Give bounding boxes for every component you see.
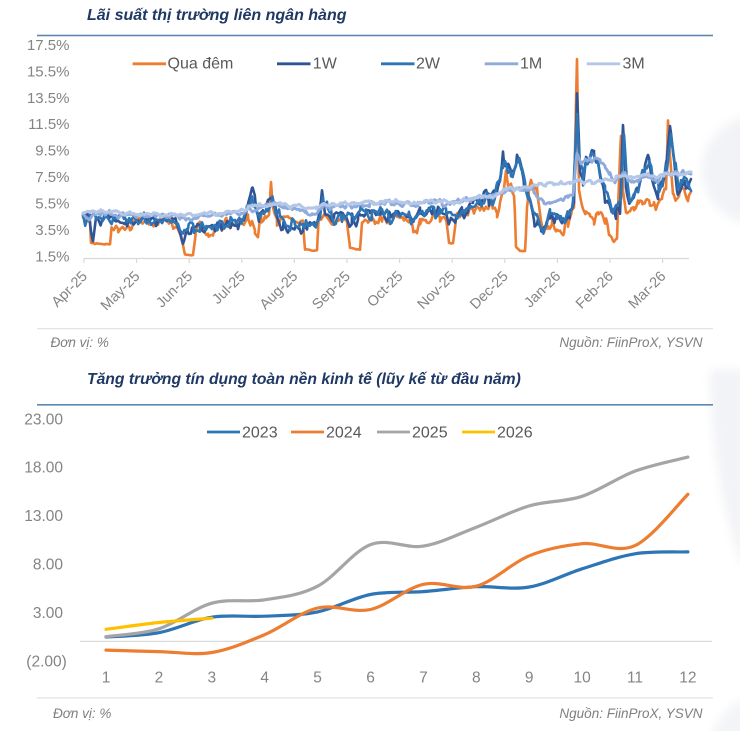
svg-text:1.5%: 1.5% — [35, 249, 69, 266]
svg-text:Lãi suất thị trường liên ngân: Lãi suất thị trường liên ngân hàng — [87, 7, 347, 24]
svg-text:15.5%: 15.5% — [27, 63, 70, 80]
svg-text:6: 6 — [366, 670, 375, 687]
svg-text:17.5%: 17.5% — [27, 37, 70, 54]
svg-text:2: 2 — [155, 670, 164, 687]
svg-text:2W: 2W — [416, 56, 441, 73]
svg-text:Nguồn: FiinProX, YSVN: Nguồn: FiinProX, YSVN — [559, 706, 702, 721]
svg-text:10: 10 — [573, 670, 591, 687]
svg-text:Nguồn: FiinProX, YSVN: Nguồn: FiinProX, YSVN — [559, 335, 702, 350]
svg-text:2025: 2025 — [412, 425, 448, 442]
svg-text:3: 3 — [207, 670, 216, 687]
svg-text:9: 9 — [525, 670, 534, 687]
svg-text:2024: 2024 — [326, 425, 362, 442]
svg-text:7: 7 — [419, 670, 428, 687]
svg-text:13.5%: 13.5% — [27, 90, 70, 107]
svg-text:9.5%: 9.5% — [35, 143, 69, 160]
svg-text:2023: 2023 — [242, 425, 278, 442]
svg-text:Tăng trưởng tín dụng toàn nền: Tăng trưởng tín dụng toàn nền kinh tế (l… — [87, 371, 521, 388]
svg-text:11.5%: 11.5% — [28, 116, 69, 133]
svg-text:7.5%: 7.5% — [35, 169, 69, 186]
svg-text:11: 11 — [627, 670, 643, 687]
svg-text:1M: 1M — [520, 56, 542, 73]
svg-text:8: 8 — [472, 670, 481, 687]
svg-text:18.00: 18.00 — [24, 460, 63, 477]
svg-text:Đơn vị: %: Đơn vị: % — [51, 335, 109, 350]
svg-text:12: 12 — [679, 670, 696, 687]
svg-text:5.5%: 5.5% — [35, 196, 69, 213]
svg-text:Đơn vị: %: Đơn vị: % — [53, 706, 111, 721]
svg-text:1W: 1W — [313, 56, 338, 73]
svg-text:3.5%: 3.5% — [35, 222, 69, 239]
svg-text:(2.00): (2.00) — [26, 653, 67, 670]
svg-text:23.00: 23.00 — [24, 411, 63, 428]
svg-text:13.00: 13.00 — [24, 508, 63, 525]
svg-text:8.00: 8.00 — [33, 557, 64, 574]
svg-text:4: 4 — [260, 670, 269, 687]
svg-text:5: 5 — [313, 670, 322, 687]
svg-text:Qua đêm: Qua đêm — [168, 56, 234, 73]
svg-text:1: 1 — [102, 670, 111, 687]
svg-text:2026: 2026 — [497, 425, 533, 442]
svg-text:3.00: 3.00 — [33, 605, 64, 622]
svg-text:3M: 3M — [623, 56, 645, 73]
